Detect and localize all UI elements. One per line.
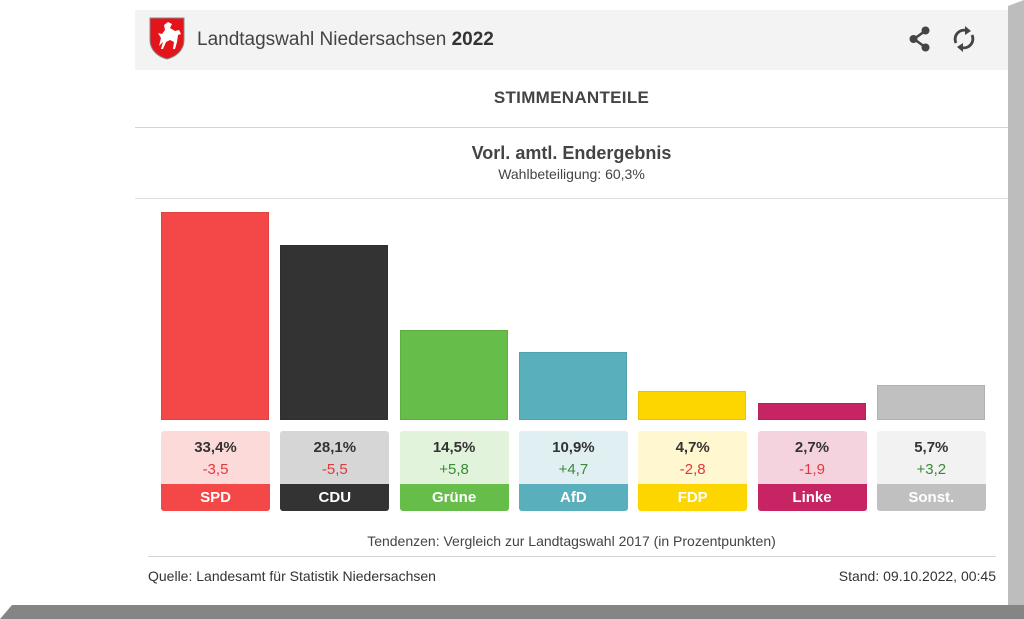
- section-title: STIMMENANTEILE: [493, 88, 650, 107]
- bar-afd: [518, 352, 627, 420]
- value-label: 5,7%: [914, 439, 949, 456]
- share-button[interactable]: [905, 24, 935, 54]
- category-label: FDP: [638, 484, 748, 511]
- category-label: AfD: [518, 484, 628, 511]
- change-label: -5,5: [321, 461, 348, 478]
- category-label: CDU: [280, 484, 390, 511]
- category-label: Linke: [757, 484, 867, 511]
- party-card-grne: 14,5% +5,8 Grüne: [399, 431, 509, 511]
- party-card-spd: 33,4% -3,5 SPD: [161, 431, 270, 511]
- change-label: -1,9: [799, 461, 825, 478]
- share-icon: [909, 26, 930, 52]
- app-title: Landtagswahl Niedersachsen 2022: [197, 29, 494, 51]
- divider: [148, 556, 996, 557]
- timestamp-label: Stand: 09.10.2022, 00:45: [838, 568, 996, 584]
- party-card-afd: 10,9% +4,7 AfD: [518, 431, 628, 511]
- party-card-cdu: 28,1% -5,5 CDU: [280, 431, 390, 511]
- value-label: 4,7%: [675, 439, 710, 456]
- party-card-sonst: 5,7% +3,2 Sonst.: [876, 431, 986, 511]
- app-title-year: 2022: [451, 29, 494, 50]
- vote-share-chart: 33,4% -3,5 SPD 28,1% -5,5 CDU 14,5% +5,8 Grüne 10…: [135, 200, 1008, 520]
- source-label: Quelle: Landesamt für Statistik Niedersa…: [148, 568, 436, 584]
- party-card-fdp: 4,7% -2,8 FDP: [638, 431, 748, 511]
- result-title: Vorl. amtl. Endergebnis: [471, 143, 672, 163]
- change-label: -3,5: [202, 461, 229, 478]
- reload-button[interactable]: [949, 24, 979, 54]
- change-label: +5,8: [439, 461, 469, 478]
- change-label: -2,8: [679, 461, 706, 478]
- value-label: 10,9%: [552, 439, 595, 456]
- lower-saxony-crest-icon: [149, 17, 185, 60]
- bar-cdu: [280, 245, 389, 420]
- bar-sonst: [876, 384, 985, 420]
- value-label: 2,7%: [794, 439, 830, 456]
- bar-linke: [757, 403, 866, 420]
- turnout: Wahlbeteiligung: 60,3%: [498, 166, 645, 182]
- bar-grne: [399, 329, 508, 420]
- category-label: Grüne: [399, 484, 509, 511]
- category-label: Sonst.: [876, 484, 986, 511]
- widget-header: Landtagswahl Niedersachsen 2022: [135, 10, 1008, 70]
- bar-spd: [161, 212, 269, 420]
- value-label: 28,1%: [313, 439, 357, 456]
- frame-shadow-right: [1008, 0, 1024, 619]
- trend-note: Tendenzen: Vergleich zur Landtagswahl 20…: [367, 533, 776, 549]
- app-title-prefix: Landtagswahl Niedersachsen: [197, 29, 447, 50]
- value-label: 14,5%: [432, 439, 476, 456]
- category-label: SPD: [161, 484, 270, 511]
- bar-fdp: [638, 390, 747, 420]
- divider: [135, 127, 1008, 128]
- frame-shadow-bottom: [0, 605, 1024, 619]
- change-label: +4,7: [558, 461, 589, 478]
- reload-icon: [953, 26, 975, 52]
- change-label: +3,2: [916, 461, 947, 478]
- election-widget: Landtagswahl Niedersachsen 2022 STIMMENA…: [135, 10, 1008, 605]
- party-card-linke: 2,7% -1,9 Linke: [757, 431, 867, 511]
- divider: [135, 198, 1008, 199]
- value-label: 33,4%: [194, 439, 237, 456]
